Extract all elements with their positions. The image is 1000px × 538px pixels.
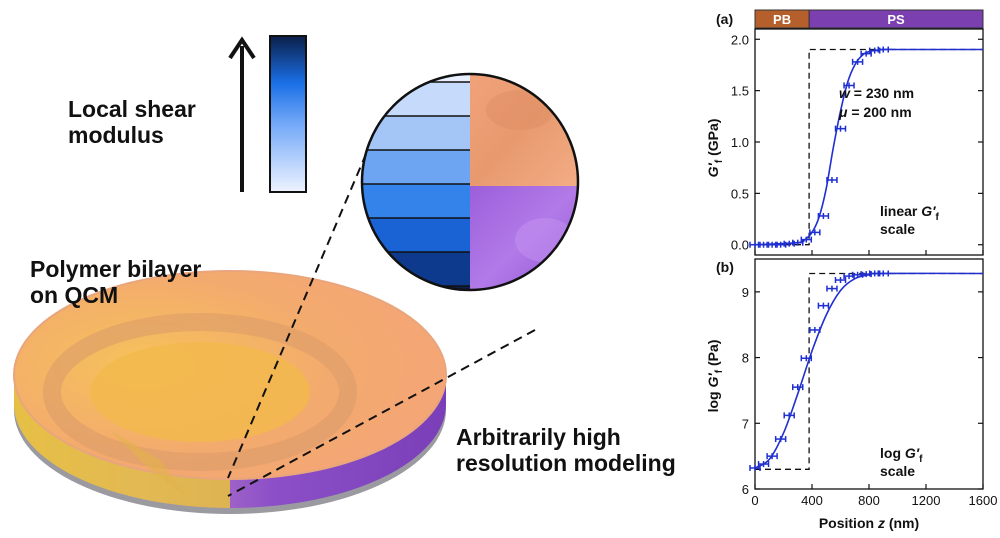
data-point <box>809 326 821 333</box>
panel-b: (b) 6 7 8 9 0 400 800 1200 1600 log G′f (Pa) Po… <box>705 258 997 531</box>
shear-modulus-label: Local shear modulus <box>68 96 196 148</box>
top-bar-ps-label: PS <box>887 12 905 27</box>
data-point <box>826 177 838 184</box>
panel-b-step-profile <box>755 272 983 470</box>
data-point <box>783 412 795 419</box>
x-tick-label: 400 <box>801 493 823 508</box>
data-point <box>749 464 761 471</box>
data-point <box>843 82 855 89</box>
panel-a-fit-curve <box>754 48 983 246</box>
x-tick-label: 0 <box>751 493 758 508</box>
x-tick-label: 1600 <box>969 493 998 508</box>
data-point <box>817 212 830 219</box>
panel-a-y-ticks: 0.0 0.5 1.0 1.5 2.0 <box>731 32 984 255</box>
circle-ps-label: PS <box>604 198 632 221</box>
y-tick-label: 0.5 <box>731 186 749 201</box>
y-tick-label: 6 <box>742 482 749 497</box>
y-tick-label: 1.5 <box>731 84 749 99</box>
y-tick-label: 1.0 <box>731 135 749 150</box>
y-tick-label: 9 <box>742 285 749 300</box>
data-point <box>851 58 864 65</box>
panel-a-top-bar: PB PS <box>754 9 984 29</box>
data-point <box>809 229 821 236</box>
shear-arrow <box>228 36 256 192</box>
panel-b-x-ticks: 0 400 800 1200 1600 <box>751 484 997 508</box>
y-tick-label: 0.0 <box>731 238 749 253</box>
data-point <box>877 270 889 277</box>
data-point <box>792 239 804 246</box>
data-point <box>877 46 889 53</box>
panel-a-scale-note: linear G′f scale <box>880 203 940 237</box>
magnified-circle <box>362 74 578 290</box>
data-point <box>860 50 872 57</box>
circle-pb-label: PB <box>604 152 633 175</box>
x-tick-label: 1200 <box>912 493 941 508</box>
data-point <box>792 384 804 391</box>
y-tick-label: 7 <box>742 416 749 431</box>
panel-b-y-ticks: 6 7 8 9 <box>742 285 983 497</box>
panel-b-fit-curve <box>754 272 984 469</box>
data-point <box>834 125 847 132</box>
top-bar-pb-label: PB <box>773 12 791 27</box>
panel-a-annotation-mu: μ = 200 nm <box>838 104 912 120</box>
panel-a-label: (a) <box>716 11 733 27</box>
data-point <box>774 436 787 443</box>
x-tick-label: 800 <box>858 493 880 508</box>
data-point <box>800 236 813 243</box>
panel-b-xlabel: Position z (nm) <box>819 515 919 531</box>
panel-a-data-points <box>749 46 889 248</box>
projection-lines <box>227 139 536 497</box>
data-point <box>766 453 778 460</box>
panel-b-ylabel: log G′f (Pa) <box>705 340 725 413</box>
data-point <box>817 302 830 309</box>
resolution-label: Arbitrarily high resolution modeling <box>456 424 676 476</box>
panel-a-frame <box>754 28 984 256</box>
shear-gradient-bar <box>269 35 307 193</box>
polymer-bilayer-label: Polymer bilayer on QCM <box>30 256 202 308</box>
data-point <box>757 461 770 468</box>
panel-a: PB PS (a) 0.0 0.5 1.0 1.5 2.0 G′f (GPa) w = … <box>705 9 984 256</box>
panel-b-scale-note: log G′f scale <box>880 445 923 479</box>
panel-a-annotation-w: w = 230 nm <box>839 85 914 101</box>
panel-a-step-profile <box>755 48 983 246</box>
panel-b-frame <box>754 258 984 490</box>
panel-a-ylabel: G′f (GPa) <box>705 119 725 178</box>
y-tick-label: 2.0 <box>731 32 749 47</box>
panel-b-label: (b) <box>716 259 734 275</box>
panel-b-data-points <box>749 270 889 471</box>
qcm-disk <box>13 270 447 514</box>
data-point <box>826 285 838 292</box>
data-point <box>800 355 813 362</box>
data-point <box>834 277 847 284</box>
top-bar-ps <box>808 9 984 29</box>
y-tick-label: 8 <box>742 351 749 366</box>
